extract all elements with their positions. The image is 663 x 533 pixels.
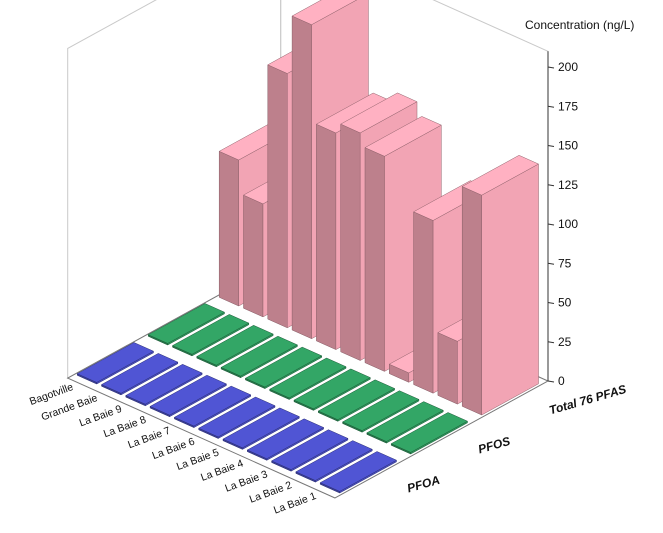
bar-top-face: [269, 357, 347, 399]
bar: [390, 412, 469, 455]
bar-top-face: [244, 346, 323, 388]
bar-front-face: [413, 211, 434, 394]
z-tick-label: 75: [558, 256, 572, 270]
z-tick-label: 50: [558, 296, 572, 310]
bar-top-face: [149, 374, 227, 416]
bar: [100, 353, 179, 396]
bar: [269, 357, 347, 400]
bar-top-face: [295, 440, 373, 481]
bar-top-face: [198, 396, 276, 438]
bar-top-face: [271, 429, 349, 470]
bar-top-face: [147, 303, 226, 344]
bar: [244, 346, 323, 390]
bar: [198, 396, 276, 439]
z-tick-mark: [547, 105, 555, 108]
bar-top-face: [173, 385, 252, 427]
bar-top-face: [319, 451, 398, 492]
z-tick-mark: [547, 302, 555, 304]
bar: [366, 401, 444, 444]
bar: [173, 385, 252, 429]
bar-top-face: [222, 407, 300, 449]
bar: [220, 335, 298, 379]
bar-top-face: [366, 401, 444, 442]
bar: [171, 314, 250, 357]
bar-front-face: [437, 332, 458, 405]
bar-top-face: [317, 379, 396, 420]
bar-front-face: [243, 194, 264, 318]
bar-top-face: [100, 353, 179, 394]
bar-top-face: [76, 342, 155, 383]
bar: [271, 429, 349, 472]
z-tick-mark: [547, 341, 555, 344]
bar-layer: [76, 0, 540, 494]
bar: [319, 451, 398, 494]
bar-top-face: [125, 364, 203, 405]
bar-top-face: [220, 335, 298, 377]
bar: [295, 440, 373, 483]
bar-front-face: [316, 123, 337, 350]
bar-top-face: [196, 325, 274, 366]
bar-top-face: [171, 314, 250, 355]
bar: [76, 342, 155, 385]
bar-front-face: [218, 150, 239, 307]
z-tick-label: 100: [558, 217, 578, 231]
bar: [149, 374, 227, 418]
bar: [317, 379, 396, 422]
bar-top-face: [461, 155, 540, 196]
bar-front-face: [340, 123, 361, 361]
z-tick-label: 0: [558, 374, 565, 388]
bar: [342, 390, 420, 433]
bar: [196, 325, 274, 368]
z-tick-mark: [547, 145, 555, 147]
z-tick-mark: [547, 262, 555, 265]
z-tick-mark: [547, 380, 555, 383]
bar-front-face: [364, 147, 385, 372]
bar-top-face: [390, 412, 469, 453]
bar: [147, 303, 226, 346]
z-tick-label: 175: [558, 99, 578, 113]
bar-top-face: [364, 116, 442, 157]
z-tick-mark: [547, 66, 555, 69]
bar-front-face: [461, 186, 482, 416]
series-axis-label: PFOS: [476, 434, 511, 456]
z-tick-mark: [547, 184, 555, 187]
z-tick-label: 125: [558, 178, 578, 192]
bar-top-face: [291, 0, 358, 25]
bar: [125, 364, 203, 407]
bar-top-face: [342, 390, 420, 431]
bar: [222, 407, 300, 450]
bar-front-face: [291, 15, 312, 340]
bar: [246, 418, 325, 461]
bar-top-face: [293, 368, 371, 410]
z-axis-title: Concentration (ng/L): [525, 18, 634, 32]
bar-side-face: [481, 163, 539, 416]
bar: [461, 155, 540, 416]
z-tick-label: 200: [558, 60, 578, 74]
z-tick-label: 150: [558, 139, 578, 153]
bar-top-face: [246, 418, 325, 459]
bar: [293, 368, 371, 411]
z-tick-label: 25: [558, 335, 572, 349]
z-tick-mark: [547, 223, 555, 226]
bar-top-face: [340, 92, 418, 134]
series-axis-label: PFOA: [405, 473, 441, 496]
bar-front-face: [267, 64, 288, 329]
